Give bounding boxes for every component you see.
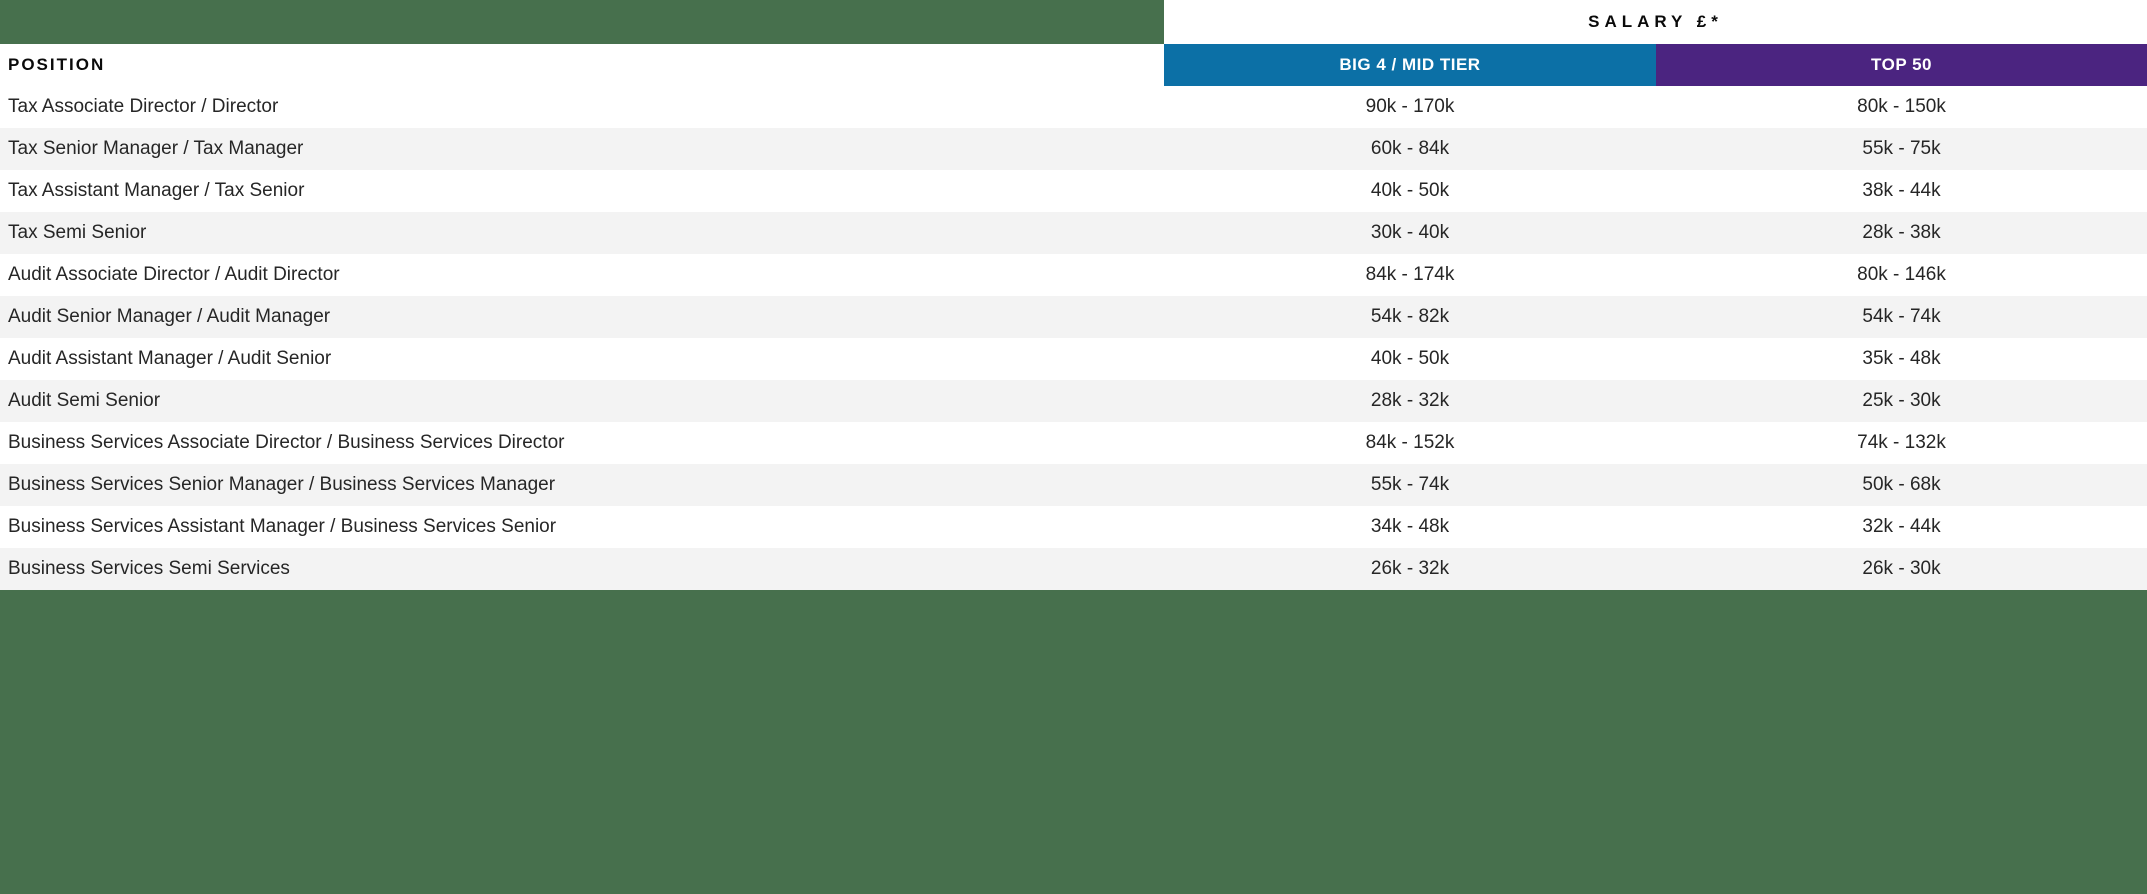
top-green-band bbox=[0, 0, 1164, 44]
top50-salary-cell: 80k - 146k bbox=[1857, 264, 1946, 285]
top50-salary-cell: 25k - 30k bbox=[1862, 390, 1941, 411]
position-cell: Tax Assistant Manager / Tax Senior bbox=[8, 180, 305, 201]
position-cell: Business Services Associate Director / B… bbox=[8, 432, 565, 453]
table-row: Business Services Semi Services 26k - 32k… bbox=[0, 548, 2147, 590]
bottom-green-background bbox=[0, 590, 2147, 894]
position-cell: Tax Senior Manager / Tax Manager bbox=[8, 138, 304, 159]
table-row: Audit Senior Manager / Audit Manager 54k … bbox=[0, 296, 2147, 338]
table-row: Business Services Senior Manager / Busin… bbox=[0, 464, 2147, 506]
top50-salary-cell: 26k - 30k bbox=[1862, 558, 1941, 579]
position-cell: Audit Associate Director / Audit Directo… bbox=[8, 264, 340, 285]
position-cell: Tax Semi Senior bbox=[8, 222, 147, 243]
big4-salary-cell: 30k - 40k bbox=[1370, 222, 1450, 243]
top50-salary-cell: 35k - 48k bbox=[1862, 348, 1941, 369]
table-row: Tax Assistant Manager / Tax Senior 40k - … bbox=[0, 170, 2147, 212]
big4-salary-cell: 84k - 174k bbox=[1365, 264, 1455, 285]
table-row: Tax Associate Director / Director 90k - 1… bbox=[0, 86, 2147, 128]
table-row: Tax Semi Senior 30k - 40k 28k - 38k bbox=[0, 212, 2147, 254]
big4-salary-cell: 84k - 152k bbox=[1365, 432, 1455, 453]
big4-salary-cell: 26k - 32k bbox=[1370, 558, 1450, 579]
big4-salary-cell: 28k - 32k bbox=[1370, 390, 1450, 411]
table-row: Audit Semi Senior 28k - 32k 25k - 30k bbox=[0, 380, 2147, 422]
column-header-row: POSITION BIG 4 / MID TIER TOP 50 bbox=[0, 44, 2147, 86]
position-cell: Tax Associate Director / Director bbox=[8, 96, 279, 117]
top50-salary-cell: 74k - 132k bbox=[1857, 432, 1946, 453]
salary-group-header: SALARY £* bbox=[1164, 0, 2147, 44]
top50-salary-cell: 38k - 44k bbox=[1862, 180, 1941, 201]
top50-salary-cell: 28k - 38k bbox=[1862, 222, 1941, 243]
position-cell: Business Services Semi Services bbox=[8, 558, 290, 579]
top50-column-header: TOP 50 bbox=[1656, 44, 2147, 86]
big4-salary-cell: 90k - 170k bbox=[1365, 96, 1455, 117]
top50-salary-cell: 32k - 44k bbox=[1862, 516, 1941, 537]
big4-salary-cell: 60k - 84k bbox=[1370, 138, 1450, 159]
table-row: Business Services Assistant Manager / Bu… bbox=[0, 506, 2147, 548]
table-row: Business Services Associate Director / B… bbox=[0, 422, 2147, 464]
big4-salary-cell: 34k - 48k bbox=[1370, 516, 1450, 537]
position-cell: Audit Assistant Manager / Audit Senior bbox=[8, 348, 332, 369]
position-column-header: POSITION bbox=[0, 44, 1164, 86]
big4-salary-cell: 40k - 50k bbox=[1370, 348, 1450, 369]
position-cell: Audit Semi Senior bbox=[8, 390, 161, 411]
top50-salary-cell: 55k - 75k bbox=[1862, 138, 1941, 159]
table-row: Audit Assistant Manager / Audit Senior 40… bbox=[0, 338, 2147, 380]
top50-salary-cell: 80k - 150k bbox=[1857, 96, 1946, 117]
position-cell: Business Services Senior Manager / Busin… bbox=[8, 474, 556, 495]
big4-salary-cell: 55k - 74k bbox=[1370, 474, 1450, 495]
position-cell: Audit Senior Manager / Audit Manager bbox=[8, 306, 331, 327]
table-row: Audit Associate Director / Audit Directo… bbox=[0, 254, 2147, 296]
big4-salary-cell: 40k - 50k bbox=[1370, 180, 1450, 201]
big4-mid-tier-column-header: BIG 4 / MID TIER bbox=[1164, 44, 1656, 86]
table-body: Tax Associate Director / Director 90k - 1… bbox=[0, 86, 2147, 590]
top50-salary-cell: 54k - 74k bbox=[1862, 306, 1941, 327]
top50-salary-cell: 50k - 68k bbox=[1862, 474, 1941, 495]
table-row: Tax Senior Manager / Tax Manager 60k - 84… bbox=[0, 128, 2147, 170]
big4-salary-cell: 54k - 82k bbox=[1370, 306, 1450, 327]
position-cell: Business Services Assistant Manager / Bu… bbox=[8, 516, 557, 537]
